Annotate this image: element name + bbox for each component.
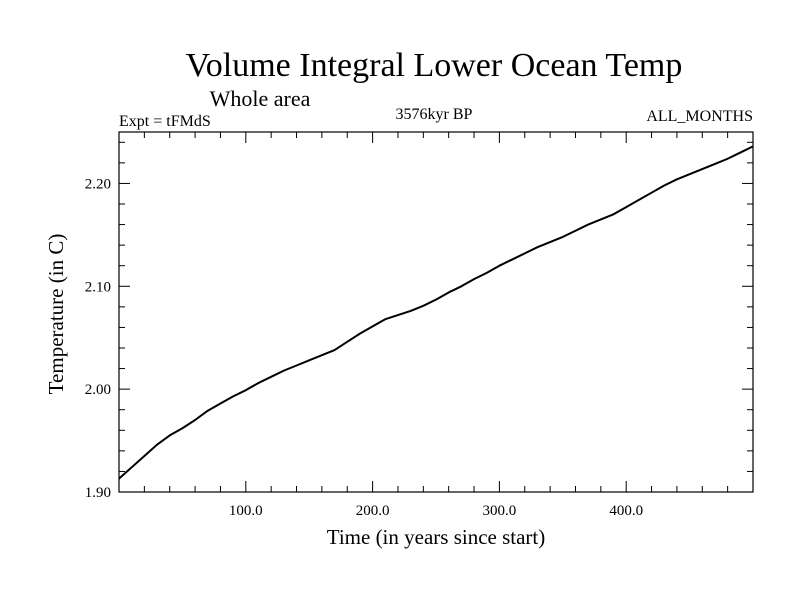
- y-axis-label: Temperature (in C): [44, 234, 68, 395]
- chart-subtitle: Whole area: [210, 86, 311, 111]
- months-label: ALL_MONTHS: [646, 108, 753, 125]
- series-line: [118, 145, 754, 480]
- series-layer: [118, 145, 754, 480]
- y-tick-label: 2.20: [85, 176, 111, 192]
- experiment-label: Expt = tFMdS: [119, 113, 211, 130]
- x-tick-label: 100.0: [229, 503, 263, 519]
- x-tick-label: 300.0: [483, 503, 517, 519]
- axis-tick-labels: 100.0 200.0 300.0 400.0 1.90 2.00 2.10 2.20: [85, 176, 643, 519]
- y-tick-label: 2.00: [85, 382, 111, 398]
- x-axis-label: Time (in years since start): [327, 525, 546, 549]
- x-tick-label: 400.0: [609, 503, 643, 519]
- x-tick-label: 200.0: [356, 503, 390, 519]
- y-tick-label: 2.10: [85, 279, 111, 295]
- chart-title: Volume Integral Lower Ocean Temp: [186, 47, 683, 84]
- y-tick-label: 1.90: [85, 485, 111, 501]
- axis-ticks: [119, 132, 753, 492]
- period-label: 3576kyr BP: [396, 106, 473, 123]
- plot-frame: [118, 131, 754, 493]
